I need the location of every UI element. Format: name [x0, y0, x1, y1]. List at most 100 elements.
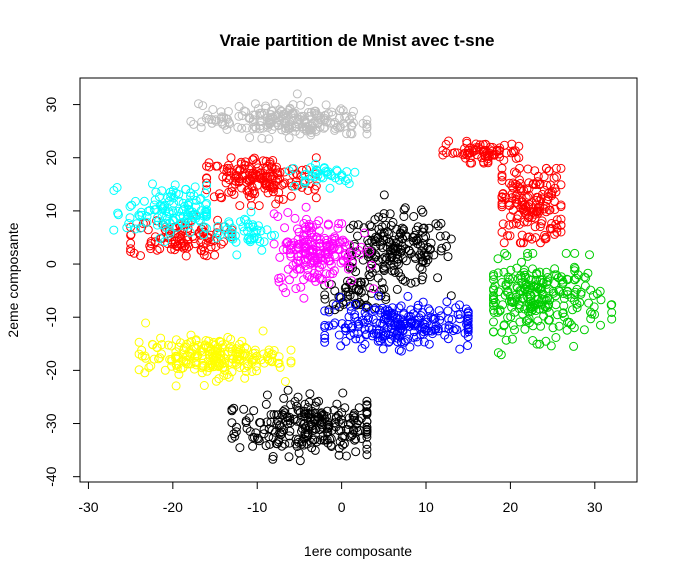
data-point	[239, 404, 249, 414]
data-point	[607, 308, 617, 317]
data-point	[350, 299, 360, 309]
data-point	[521, 279, 531, 289]
data-point	[137, 351, 147, 361]
data-point	[311, 109, 321, 119]
data-point	[399, 224, 409, 234]
data-point	[351, 447, 361, 457]
data-point	[211, 161, 221, 171]
data-point	[181, 251, 191, 261]
data-point	[581, 273, 591, 283]
data-point	[237, 336, 247, 346]
data-point	[365, 220, 375, 230]
data-point	[334, 450, 344, 460]
data-point	[305, 389, 315, 399]
data-point	[214, 374, 224, 384]
data-point	[362, 440, 372, 449]
data-point	[526, 301, 536, 311]
data-point	[160, 237, 170, 247]
data-point	[436, 311, 446, 321]
data-point	[152, 245, 162, 255]
data-point	[315, 249, 325, 259]
data-point	[569, 262, 579, 272]
data-point	[379, 266, 389, 276]
data-point	[362, 444, 372, 454]
data-point	[280, 123, 290, 133]
data-point	[270, 427, 280, 437]
data-point	[320, 333, 330, 343]
data-point	[431, 324, 441, 334]
data-point	[444, 320, 454, 330]
data-point	[319, 123, 329, 133]
data-point	[392, 257, 402, 267]
data-point	[274, 352, 284, 362]
data-point	[227, 233, 236, 243]
data-point	[351, 334, 361, 344]
data-point	[403, 334, 413, 344]
data-point	[284, 452, 294, 462]
data-point	[349, 328, 359, 338]
data-point	[524, 190, 534, 200]
data-point	[367, 331, 377, 341]
data-point	[360, 324, 370, 334]
data-point	[349, 415, 359, 425]
data-point	[533, 208, 543, 218]
data-point	[305, 259, 315, 269]
data-point	[388, 236, 398, 245]
data-point	[345, 224, 355, 233]
data-point	[253, 104, 263, 114]
data-point	[400, 318, 410, 328]
data-point	[211, 376, 221, 386]
data-point	[236, 217, 245, 227]
data-point	[382, 253, 392, 263]
data-point	[535, 206, 545, 216]
data-point	[150, 237, 160, 247]
data-point	[245, 133, 255, 143]
data-point	[499, 155, 509, 165]
data-point	[362, 396, 372, 406]
data-point	[293, 392, 303, 402]
data-point	[154, 192, 164, 202]
data-point	[596, 320, 605, 330]
data-point	[301, 243, 311, 253]
data-point	[517, 230, 527, 240]
data-point	[365, 283, 375, 293]
data-point	[572, 299, 582, 309]
data-point	[230, 431, 240, 441]
data-point	[304, 272, 314, 282]
data-point	[336, 414, 346, 424]
data-point	[256, 418, 265, 428]
data-point	[503, 231, 512, 241]
data-point	[178, 211, 188, 221]
data-point	[567, 320, 576, 330]
data-point	[550, 205, 560, 214]
data-point	[279, 393, 289, 403]
data-point	[356, 277, 366, 287]
data-point	[389, 328, 399, 338]
data-point	[586, 314, 596, 324]
x-axis: -30 -20 -10 0 10 20 30	[78, 481, 603, 515]
data-point	[372, 318, 382, 328]
data-point	[352, 299, 362, 309]
data-point	[341, 282, 351, 292]
data-point	[126, 229, 136, 239]
data-point	[519, 185, 529, 195]
data-point	[423, 251, 433, 261]
data-point	[268, 452, 278, 461]
data-point	[232, 354, 242, 364]
data-point	[210, 346, 220, 356]
data-point	[519, 200, 529, 209]
data-point	[224, 166, 234, 176]
data-point	[409, 327, 419, 337]
data-point	[429, 325, 439, 335]
data-point	[401, 256, 411, 266]
data-point	[202, 185, 212, 195]
data-point	[227, 367, 237, 377]
data-point	[320, 306, 330, 316]
data-point	[302, 165, 311, 174]
data-point	[290, 213, 300, 223]
data-point	[171, 359, 181, 369]
data-point	[274, 277, 284, 287]
data-point	[334, 330, 344, 340]
data-point	[521, 316, 531, 326]
data-point	[131, 196, 140, 206]
